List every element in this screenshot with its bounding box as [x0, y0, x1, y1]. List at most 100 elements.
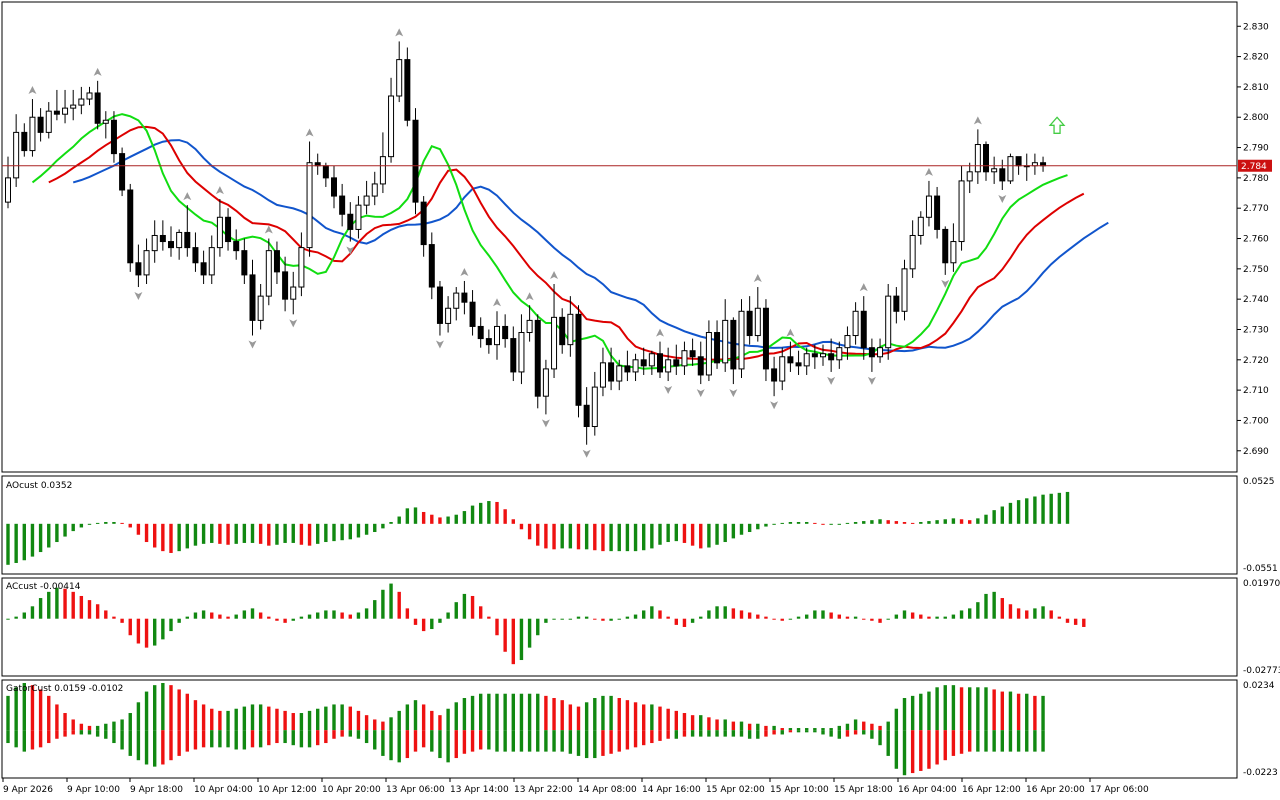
candle-body	[893, 295, 900, 312]
candle	[143, 238, 150, 284]
ao-bar	[837, 523, 841, 525]
gator-lower-bar	[405, 730, 410, 759]
candle-body	[502, 325, 509, 340]
gator-upper-bar	[796, 728, 801, 731]
candle-body	[608, 362, 615, 382]
candle	[632, 353, 639, 382]
x-tick-label: 13 Apr 22:00	[514, 785, 573, 795]
gator-lower-bar	[470, 730, 475, 752]
candle-body	[200, 262, 207, 276]
gator-upper-bar	[112, 721, 116, 731]
ao-bar	[707, 523, 711, 548]
gator-upper-bar	[47, 695, 51, 731]
ac-bar	[519, 618, 524, 661]
candle	[559, 308, 566, 354]
ac-bar	[136, 618, 141, 644]
candle-body	[5, 177, 11, 203]
ao-bar	[821, 523, 825, 525]
gator-upper-bar	[503, 693, 507, 731]
gator-upper-bar	[324, 706, 328, 731]
candle	[176, 229, 183, 260]
candle-body	[420, 201, 427, 246]
candle	[575, 305, 582, 418]
candle-body	[852, 310, 859, 337]
ac-bar	[104, 610, 108, 619]
candle	[999, 159, 1006, 190]
gator-upper-bar	[479, 693, 483, 731]
ac-bar	[120, 618, 124, 623]
gator-upper-bar	[6, 695, 10, 731]
candle-body	[909, 234, 916, 270]
gator-lower-bar	[650, 730, 654, 744]
candle-body	[265, 250, 272, 297]
ac-bar	[14, 616, 18, 619]
gator-lower-bar	[519, 730, 524, 752]
candle-body	[477, 325, 484, 340]
candle	[640, 347, 647, 375]
gator-upper-bar	[169, 685, 173, 731]
ao-bar	[731, 523, 736, 539]
gator-upper-bar	[201, 704, 206, 731]
candle-body	[559, 316, 566, 346]
y-tick-label: 0.01970	[1243, 579, 1280, 589]
candle-body	[591, 386, 598, 428]
x-tick-label: 14 Apr 08:00	[578, 785, 637, 795]
gator-lower-bar	[976, 730, 980, 752]
candle	[852, 302, 859, 345]
gator-upper-bar	[389, 717, 393, 731]
ac-bar	[544, 618, 548, 623]
candle	[518, 314, 525, 385]
gator-lower-bar	[674, 730, 678, 739]
ac-bar	[6, 618, 10, 620]
candle-body	[363, 195, 370, 206]
gator-lower-bar	[356, 730, 361, 739]
candle	[396, 41, 403, 103]
ao-bar	[576, 523, 581, 550]
ao-bar	[144, 523, 149, 543]
gator-lower-bar	[902, 730, 907, 776]
candle-body	[762, 307, 769, 370]
ac-bar	[658, 610, 662, 619]
ac-bar	[511, 618, 515, 665]
ac-bar	[193, 612, 198, 619]
candlesticks[interactable]	[5, 41, 1047, 445]
ac-bar	[169, 618, 173, 632]
ao-bar	[682, 523, 687, 543]
candle	[909, 220, 916, 278]
ac-bar	[927, 616, 931, 619]
candle	[379, 132, 386, 194]
gator-upper-bar	[1016, 693, 1021, 731]
fractal-up-icon	[550, 271, 559, 279]
gator-upper-bar	[1025, 693, 1029, 731]
ac-bar	[910, 612, 915, 619]
candle	[306, 141, 313, 257]
candle	[714, 320, 721, 369]
gator-lower-bar	[731, 730, 736, 737]
fractal-up-icon	[753, 274, 762, 283]
gator-lower-bar	[503, 730, 507, 752]
gator-upper-bar	[739, 721, 744, 731]
candle-body	[746, 310, 753, 337]
gator-upper-bar	[242, 706, 247, 731]
candle	[461, 280, 468, 315]
gator-lower-bar	[136, 730, 141, 761]
pane-frames	[1, 1, 1238, 779]
gator-lower-bar	[397, 730, 401, 763]
gator-lower-bar	[348, 730, 352, 737]
fractal-down-icon	[248, 340, 257, 349]
ao-bar	[446, 516, 450, 524]
ac-bar	[886, 618, 890, 620]
candle-body	[257, 295, 264, 321]
fractal-markers	[28, 28, 1007, 458]
fractal-up-icon	[395, 28, 404, 37]
candle-body	[78, 98, 85, 106]
candle-body	[1007, 156, 1014, 182]
ao-bar	[764, 523, 768, 527]
ac-bar	[462, 593, 467, 619]
gator-upper-bar	[968, 687, 972, 731]
ao-bar	[22, 523, 26, 561]
ao-bar	[210, 523, 214, 543]
gator-lower-bar	[55, 730, 59, 739]
ac-bar	[22, 612, 26, 619]
